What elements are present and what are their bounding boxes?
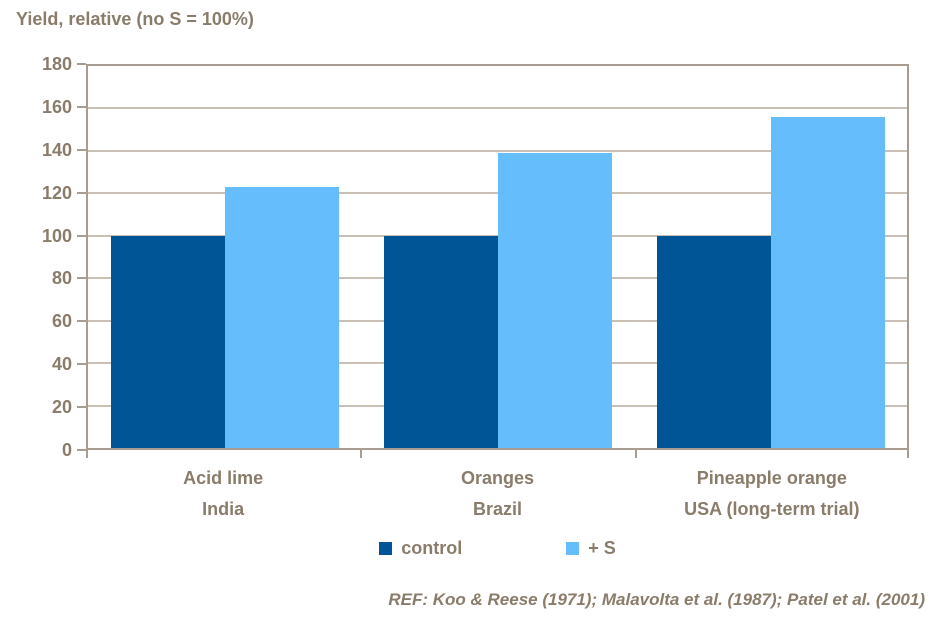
category-label: Pineapple orange USA (long-term trial)	[635, 463, 909, 525]
category-name: Pineapple orange	[696, 468, 847, 488]
category-sublabel: USA (long-term trial)	[684, 499, 860, 519]
y-tick	[77, 105, 86, 108]
bar-control	[383, 235, 498, 448]
bar-s	[497, 153, 612, 448]
legend-swatch	[566, 542, 580, 555]
legend: control + S	[86, 538, 909, 559]
bar-s	[224, 186, 339, 448]
y-tick	[77, 406, 86, 409]
reference-footer: REF: Koo & Reese (1971); Malavolta et al…	[388, 590, 925, 609]
y-tick-label: 0	[61, 440, 72, 460]
bar-control	[110, 235, 225, 448]
plot-area	[86, 64, 909, 450]
category-sublabel: India	[202, 499, 245, 519]
y-tick-label: 120	[41, 182, 72, 203]
y-tick	[77, 148, 86, 151]
y-tick-label: 80	[51, 268, 72, 289]
y-tick-label: 20	[51, 397, 72, 418]
legend-label: control	[401, 538, 463, 558]
category-label: Oranges Brazil	[360, 463, 634, 525]
y-tick-label: 100	[41, 225, 72, 246]
category-labels: Acid lime India Oranges Brazil Pineapple ora…	[86, 463, 909, 525]
gridline	[88, 149, 907, 152]
bar-s	[770, 116, 885, 448]
bar-control	[656, 235, 771, 448]
y-tick	[77, 320, 86, 323]
y-tick-label: 60	[51, 311, 72, 332]
category-label: Acid lime India	[86, 463, 360, 525]
plot-inner	[88, 66, 907, 448]
category-sublabel: Brazil	[472, 499, 522, 519]
y-axis-labels: 0 20 40 60 80 100 120 140 160 180	[0, 54, 72, 460]
x-axis-ticks	[86, 450, 909, 458]
y-tick	[77, 363, 86, 366]
y-axis-ticks	[77, 63, 86, 451]
legend-swatch	[379, 542, 393, 555]
y-tick	[77, 234, 86, 237]
x-tick	[86, 450, 88, 458]
y-tick-label: 160	[41, 96, 72, 117]
category-name: Oranges	[460, 468, 534, 488]
y-tick-label: 180	[41, 54, 72, 74]
legend-item: + S	[566, 538, 616, 559]
gridline	[88, 107, 907, 110]
x-tick	[907, 450, 909, 458]
x-tick	[634, 450, 637, 458]
legend-item: control	[379, 538, 462, 559]
y-tick	[77, 191, 86, 194]
legend-label: + S	[588, 538, 616, 558]
y-tick-label: 140	[41, 139, 72, 160]
y-tick	[77, 277, 86, 280]
x-tick	[360, 450, 363, 458]
y-tick	[77, 63, 86, 65]
y-tick-label: 40	[51, 354, 72, 375]
y-tick	[77, 449, 86, 451]
category-name: Acid lime	[183, 468, 264, 488]
chart-title: Yield, relative (no S = 100%)	[16, 9, 254, 29]
